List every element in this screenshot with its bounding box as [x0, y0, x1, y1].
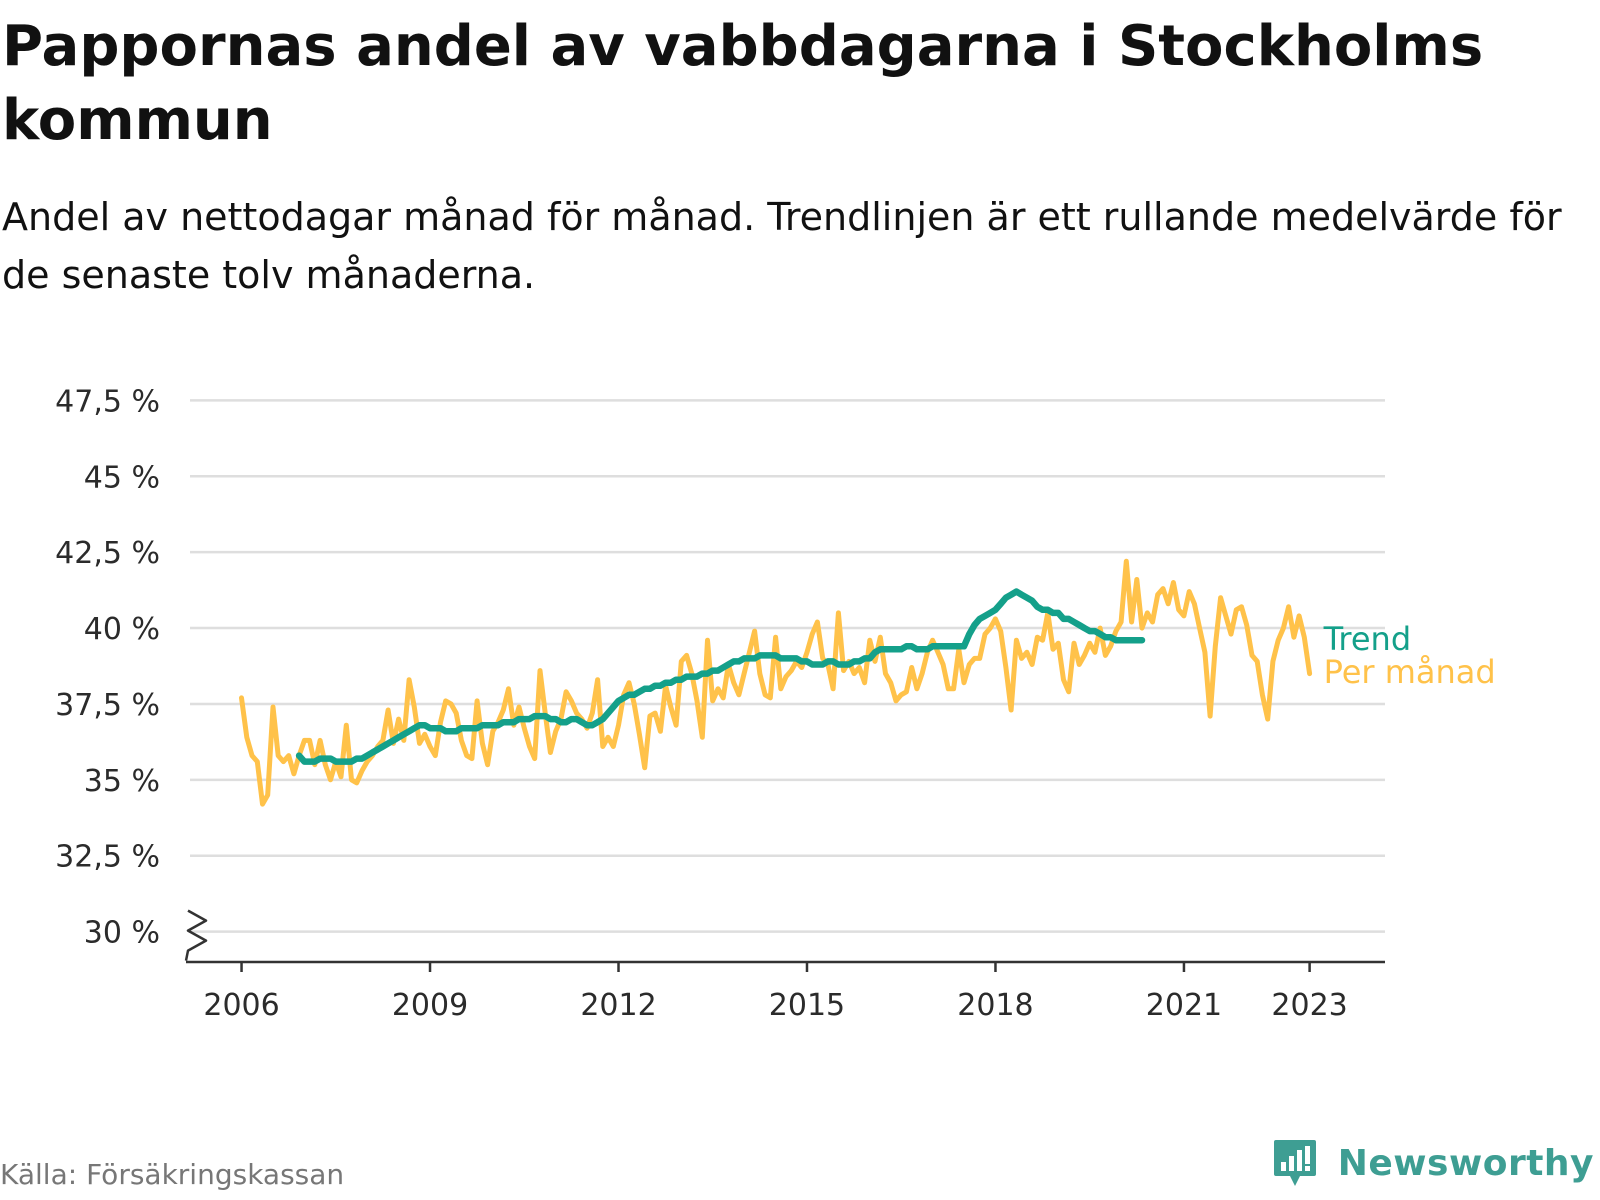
x-tick-label: 2012	[580, 988, 656, 1023]
x-tick-label: 2009	[392, 988, 468, 1023]
series-label-monthly: Per månad	[1324, 653, 1496, 691]
axis-break-mark	[184, 909, 208, 961]
chart-subtitle: Andel av nettodagar månad för månad. Tre…	[2, 195, 1562, 297]
y-tick-label: 37,5 %	[55, 688, 160, 723]
y-tick-label: 42,5 %	[55, 536, 160, 571]
x-tick-label: 2006	[203, 988, 279, 1023]
series-lines	[239, 558, 1313, 807]
y-tick-label: 40 %	[84, 612, 160, 647]
y-tick-label: 35 %	[84, 764, 160, 799]
x-tick-label: 2023	[1271, 988, 1347, 1023]
series-line	[295, 588, 1146, 765]
brand-name: Newsworthy	[1337, 1142, 1594, 1184]
x-tick-label: 2018	[957, 988, 1033, 1023]
series-line	[239, 558, 1313, 807]
chart-title: Pappornas andel av vabbdagarna i Stockho…	[2, 14, 1484, 153]
x-axis: 2006 2009 2012 2015 2018 2021 2023	[186, 960, 1385, 1023]
x-tick-label: 2021	[1146, 988, 1222, 1023]
series-label-trend: Trend	[1323, 620, 1412, 658]
brand-logo[interactable]: Newsworthy	[1272, 1138, 1594, 1188]
gridlines	[190, 399, 1385, 933]
line-chart: 30 % 32,5 % 35 % 37,5 % 40 % 42,5 % 45 % 47,5 %…	[55, 384, 1496, 1023]
y-tick-label: 30 %	[84, 916, 160, 951]
y-tick-label: 47,5 %	[55, 384, 160, 419]
y-axis: 30 % 32,5 % 35 % 37,5 % 40 % 42,5 % 45 % 47,5 %	[55, 384, 208, 961]
newsworthy-logo-icon	[1273, 1140, 1316, 1186]
source-note: Källa: Försäkringskassan	[0, 1158, 345, 1191]
x-tick-label: 2015	[769, 988, 845, 1023]
y-tick-label: 32,5 %	[55, 840, 160, 875]
y-tick-label: 45 %	[84, 460, 160, 495]
